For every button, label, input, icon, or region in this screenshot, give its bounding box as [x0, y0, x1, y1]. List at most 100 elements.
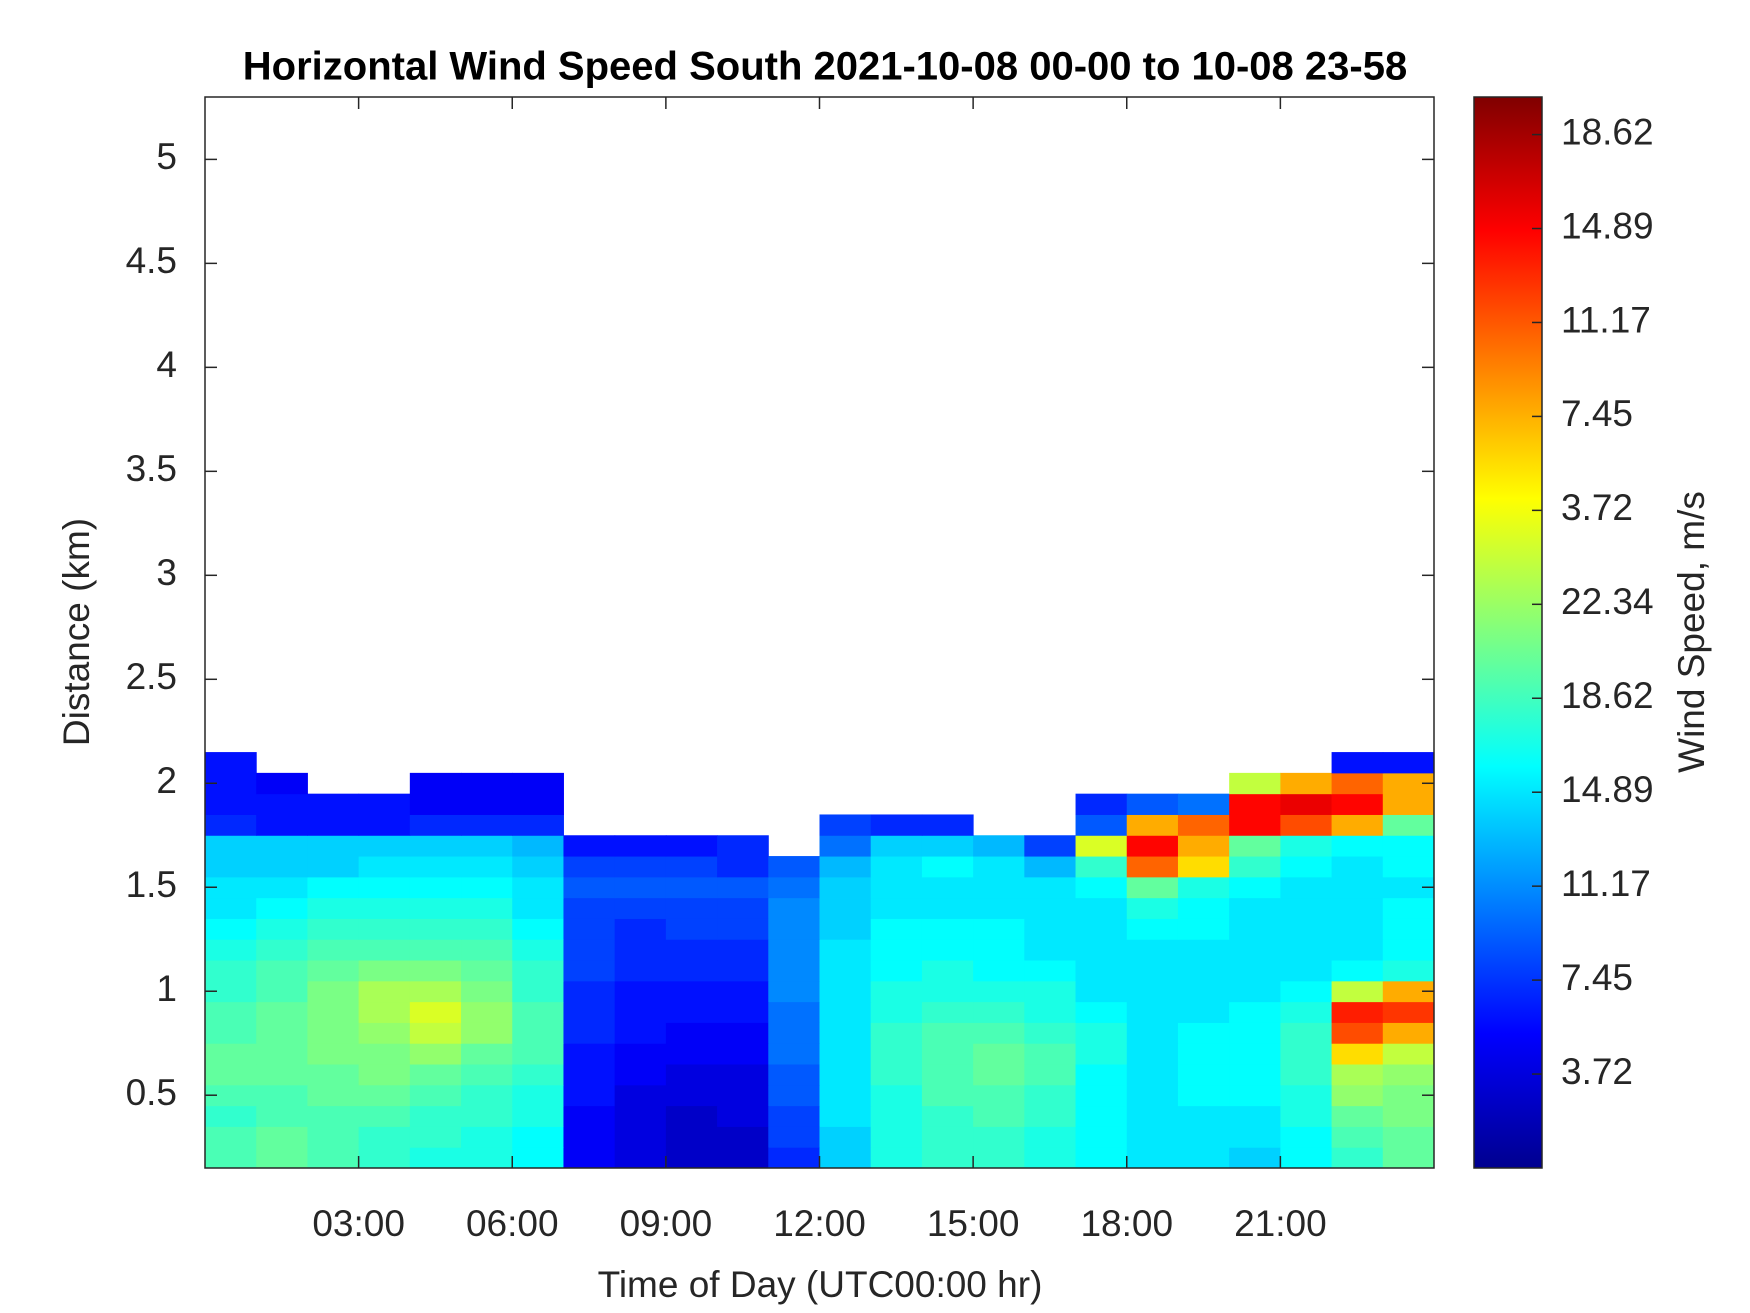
heatmap-cell: [307, 835, 360, 857]
y-tick-label: 4: [156, 344, 177, 385]
heatmap-cell: [205, 980, 257, 1003]
heatmap-cell: [205, 897, 257, 919]
heatmap-cell: [614, 876, 667, 899]
heatmap-cell: [512, 1064, 564, 1086]
heatmap-cell: [1177, 1105, 1230, 1127]
heatmap-cell: [768, 1084, 820, 1107]
x-tick-label: 21:00: [1234, 1203, 1327, 1244]
heatmap-cell: [768, 897, 820, 919]
heatmap-cell: [768, 856, 820, 878]
heatmap-cell: [205, 1022, 257, 1044]
heatmap-cell: [358, 1001, 411, 1023]
heatmap-cell: [1382, 918, 1435, 940]
heatmap-cell: [358, 939, 411, 961]
heatmap-cell: [461, 918, 513, 940]
colorbar-tick-label: 7.45: [1561, 957, 1633, 998]
heatmap-cell: [512, 918, 564, 940]
y-tick-label: 5: [156, 136, 177, 177]
heatmap-cell: [1075, 814, 1128, 836]
heatmap-cell: [307, 1022, 360, 1044]
heatmap-cell: [665, 1147, 718, 1169]
heatmap-cell: [870, 1022, 923, 1044]
heatmap-cell: [973, 980, 1025, 1003]
heatmap-cell: [973, 960, 1025, 982]
heatmap-cell: [1126, 793, 1179, 815]
heatmap-cell: [461, 1105, 513, 1127]
heatmap-cell: [1280, 960, 1333, 982]
heatmap-cell: [819, 897, 872, 919]
heatmap-cell: [1126, 918, 1179, 940]
heatmap-cell: [307, 1105, 360, 1127]
heatmap-cell: [358, 1043, 411, 1065]
heatmap-cell: [1177, 1001, 1230, 1023]
heatmap-cell: [256, 980, 308, 1003]
heatmap-cell: [819, 1001, 872, 1023]
heatmap-cell: [1331, 1001, 1384, 1023]
heatmap-cell: [409, 1043, 462, 1065]
heatmap-cell: [768, 1001, 820, 1023]
heatmap-cell: [1280, 1022, 1333, 1044]
heatmap-cell: [1024, 835, 1077, 857]
heatmap-cell: [358, 1022, 411, 1044]
heatmap-cell: [973, 876, 1025, 899]
heatmap-cell: [358, 960, 411, 982]
heatmap-cell: [256, 1064, 308, 1086]
y-tick-label: 3: [156, 552, 177, 593]
heatmap-cell: [1075, 960, 1128, 982]
heatmap-cell: [614, 1126, 667, 1148]
heatmap-cell: [256, 876, 308, 899]
heatmap-cell: [409, 856, 462, 878]
heatmap-cell: [205, 1043, 257, 1065]
heatmap-cell: [1382, 793, 1435, 815]
heatmap-cell: [1126, 814, 1179, 836]
x-axis-label: Time of Day (UTC00:00 hr): [598, 1264, 1043, 1305]
colorbar-tick-label: 14.89: [1561, 205, 1654, 246]
heatmap-cell: [1024, 876, 1077, 899]
heatmap-cell: [665, 939, 718, 961]
heatmap-cell: [819, 876, 872, 899]
x-tick-label: 03:00: [312, 1203, 405, 1244]
heatmap-cell: [307, 1084, 360, 1107]
heatmap-cell: [461, 876, 513, 899]
heatmap-cell: [205, 1147, 257, 1169]
heatmap-cell: [614, 1084, 667, 1107]
heatmap-cell: [205, 939, 257, 961]
heatmap-cell: [1024, 939, 1077, 961]
heatmap-cell: [409, 1147, 462, 1169]
heatmap-cell: [1382, 1001, 1435, 1023]
heatmap-cell: [358, 1105, 411, 1127]
heatmap-cell: [665, 1084, 718, 1107]
heatmap-cell: [1024, 980, 1077, 1003]
heatmap-cell: [1024, 856, 1077, 878]
heatmap-cell: [1126, 960, 1179, 982]
y-tick-label: 4.5: [126, 240, 177, 281]
heatmap-cell: [1126, 1084, 1179, 1107]
heatmap-cell: [1126, 1105, 1179, 1127]
heatmap-cell: [1229, 1001, 1281, 1023]
heatmap-cell: [1126, 1043, 1179, 1065]
heatmap-cell: [1126, 1126, 1179, 1148]
heatmap-cell: [1126, 1064, 1179, 1086]
heatmap-cell: [256, 835, 308, 857]
heatmap-cell: [205, 752, 257, 774]
heatmap-cell: [307, 1043, 360, 1065]
heatmap-cell: [973, 1147, 1025, 1169]
colorbar-tick-label: 18.62: [1561, 675, 1654, 716]
colorbar-tick-label: 7.45: [1561, 393, 1633, 434]
heatmap-cell: [1280, 897, 1333, 919]
heatmap-cell: [614, 1001, 667, 1023]
heatmap-cell: [461, 1084, 513, 1107]
colorbar-tick-label: 11.17: [1561, 299, 1651, 340]
heatmap-cell: [1075, 939, 1128, 961]
heatmap-cell: [1024, 1022, 1077, 1044]
colorbar-tick-label: 3.72: [1561, 1051, 1633, 1092]
heatmap-cell: [717, 980, 769, 1003]
heatmap-cell: [665, 980, 718, 1003]
heatmap-cell: [256, 918, 308, 940]
heatmap-cell: [1024, 960, 1077, 982]
heatmap-cell: [1382, 752, 1435, 774]
heatmap-cell: [256, 1084, 308, 1107]
heatmap-cell: [717, 897, 769, 919]
heatmap-cell: [1382, 1043, 1435, 1065]
heatmap-cell: [768, 1105, 820, 1127]
